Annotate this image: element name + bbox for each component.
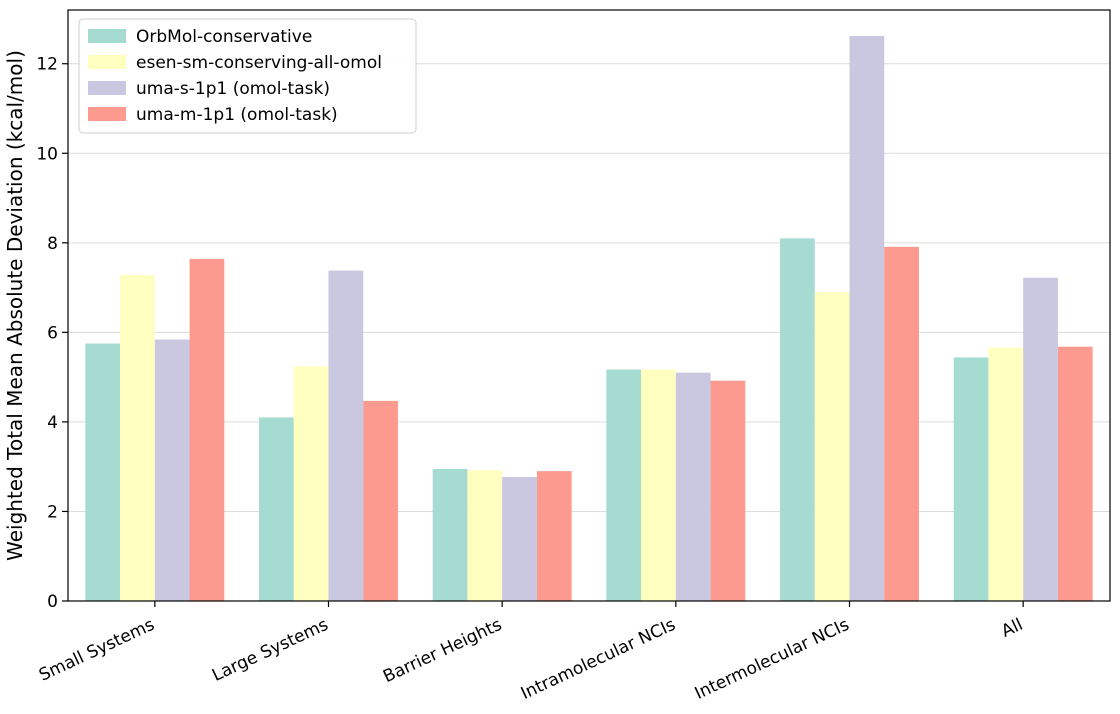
bar: [710, 380, 746, 601]
y-tick-label: 6: [47, 323, 58, 343]
legend-swatch: [88, 55, 126, 69]
bar: [259, 417, 294, 601]
bar: [432, 468, 468, 601]
x-tick-label: Barrier Heights: [380, 615, 505, 687]
bar: [814, 292, 850, 601]
y-tick-label: 4: [47, 413, 58, 433]
bar: [189, 258, 225, 601]
bar: [884, 246, 919, 602]
x-tick-label: Small Systems: [36, 615, 158, 686]
y-axis-title: Weighted Total Mean Absolute Deviation (…: [3, 50, 27, 561]
bar: [641, 369, 676, 601]
legend-box: [78, 18, 417, 134]
bar: [85, 343, 121, 601]
bar: [1023, 277, 1058, 601]
bar: [467, 470, 503, 601]
bar: [849, 35, 885, 601]
bar: [536, 471, 572, 601]
plot-frame: [67, 9, 1111, 602]
y-axis: 0 2 4 6 8 10 12: [36, 55, 68, 612]
y-tick-label: 2: [47, 502, 58, 522]
legend-swatch: [88, 29, 126, 43]
legend-label: uma-m-1p1 (omol-task): [136, 105, 338, 125]
bar: [780, 238, 815, 601]
x-tick-label: Intramolecular NCIs: [518, 615, 679, 704]
x-tick-label: Intermolecular NCIs: [692, 615, 853, 704]
bar: [1057, 346, 1093, 601]
legend-swatch: [88, 81, 126, 95]
bar: [120, 275, 155, 601]
bar: [606, 369, 642, 601]
x-tick-label: Large Systems: [209, 615, 331, 686]
y-tick-label: 8: [47, 234, 58, 254]
x-axis: Small Systems Large Systems Barrier Height…: [36, 601, 1026, 704]
bar: [953, 357, 989, 601]
bars: [85, 35, 1093, 602]
y-tick-label: 12: [36, 55, 58, 75]
bar: [363, 400, 398, 601]
bar: [154, 339, 190, 601]
bar: [502, 476, 537, 601]
bar: [675, 372, 711, 601]
x-tick-label: All: [998, 615, 1026, 642]
bar: [328, 270, 364, 601]
legend-label: OrbMol-conservative: [136, 27, 312, 47]
bar: [293, 366, 329, 601]
y-tick-label: 10: [36, 144, 58, 164]
y-tick-label: 0: [47, 592, 58, 612]
legend: OrbMol-conservative esen-sm-conserving-al…: [78, 18, 417, 134]
legend-label: esen-sm-conserving-all-omol: [136, 53, 382, 73]
legend-label: uma-s-1p1 (omol-task): [136, 79, 330, 99]
legend-swatch: [88, 107, 126, 121]
bar: [988, 347, 1024, 601]
